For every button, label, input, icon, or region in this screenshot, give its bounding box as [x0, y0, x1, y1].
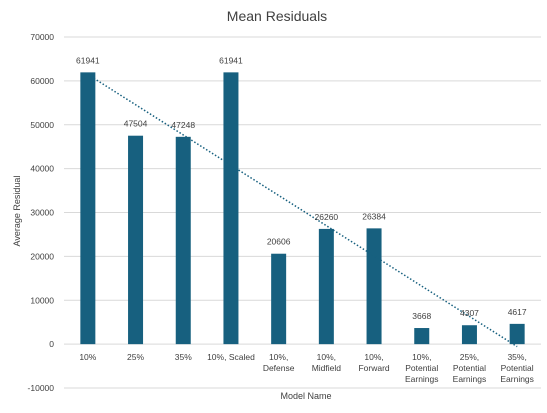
bar — [223, 72, 239, 345]
category-label: 35% — [175, 352, 192, 362]
data-label: 47248 — [171, 120, 195, 130]
data-label: 47504 — [124, 119, 148, 129]
data-labels: 61941 47504 47248 61941 20606 26260 26384 3668 4… — [76, 55, 527, 321]
bar — [366, 228, 382, 345]
category-label: 25%, Potential Earnings — [453, 352, 487, 384]
y-axis-tick-labels: -10000 0 10000 20000 30000 40000 50000 60000 700… — [28, 32, 55, 393]
y-tick-label: 40000 — [30, 164, 54, 174]
category-label: 10%, Defense — [263, 352, 295, 373]
data-label: 4307 — [460, 308, 479, 318]
category-label: 10%, Scaled — [207, 352, 255, 362]
data-label: 4617 — [508, 307, 527, 317]
data-label: 61941 — [219, 55, 243, 65]
data-label: 26384 — [362, 211, 386, 221]
trendline-line — [87, 73, 518, 348]
y-tick-label: 50000 — [30, 120, 54, 130]
trendline — [87, 73, 518, 348]
y-tick-label: 0 — [49, 339, 54, 349]
category-label: 25% — [127, 352, 144, 362]
bar — [318, 228, 334, 345]
category-label: 10%, Midfield — [312, 352, 342, 373]
data-label: 20606 — [267, 237, 291, 247]
y-tick-label: 70000 — [30, 32, 54, 42]
bar — [509, 323, 525, 345]
y-axis-title: Average Residual — [12, 176, 22, 247]
category-label: 35%, Potential Earnings — [500, 352, 534, 384]
chart-title: Mean Residuals — [227, 8, 327, 24]
bar — [175, 136, 191, 345]
x-axis-category-labels: 10% 25% 35% 10%, Scaled 10%, Defense 10%, Midfi… — [79, 352, 534, 384]
bar — [271, 253, 287, 345]
bar — [414, 328, 430, 345]
category-label: 10%, Potential Earnings — [405, 352, 439, 384]
bars — [80, 72, 525, 345]
y-tick-label: 20000 — [30, 251, 54, 261]
x-axis-title: Model Name — [280, 391, 331, 401]
data-label: 61941 — [76, 55, 100, 65]
category-label: 10%, Forward — [358, 352, 389, 373]
data-label: 3668 — [412, 311, 431, 321]
category-label: 10% — [79, 352, 96, 362]
bar — [128, 135, 144, 345]
y-tick-label: 30000 — [30, 208, 54, 218]
data-label: 26260 — [315, 212, 339, 222]
y-tick-label: -10000 — [28, 383, 55, 393]
y-tick-label: 10000 — [30, 295, 54, 305]
gridlines — [64, 36, 541, 389]
bar — [80, 72, 96, 345]
y-tick-label: 60000 — [30, 76, 54, 86]
bar — [461, 325, 477, 345]
